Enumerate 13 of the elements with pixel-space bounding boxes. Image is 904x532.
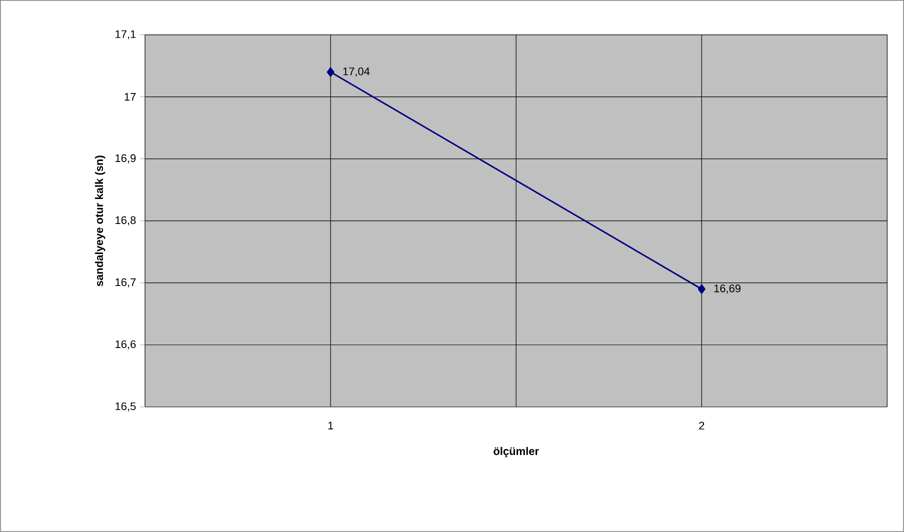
y-tick-label: 16,7 <box>116 278 136 288</box>
y-tick-label: 16,6 <box>116 340 136 350</box>
y-tick-label: 17,1 <box>116 30 136 40</box>
y-tick-label: 17 <box>124 93 136 101</box>
data-label: 17,04 <box>343 68 370 77</box>
x-axis-title: ölçümler <box>494 447 539 458</box>
data-label: 16,69 <box>714 284 741 294</box>
y-tick-label: 16,9 <box>116 154 136 164</box>
y-tick-label: 16,8 <box>116 216 136 226</box>
y-tick-label: 16,5 <box>116 402 136 412</box>
y-axis-title: sandalyeye otur kalk (sn) <box>94 156 106 286</box>
x-tick-label: 2 <box>699 422 704 430</box>
x-tick-label: 1 <box>328 422 334 430</box>
